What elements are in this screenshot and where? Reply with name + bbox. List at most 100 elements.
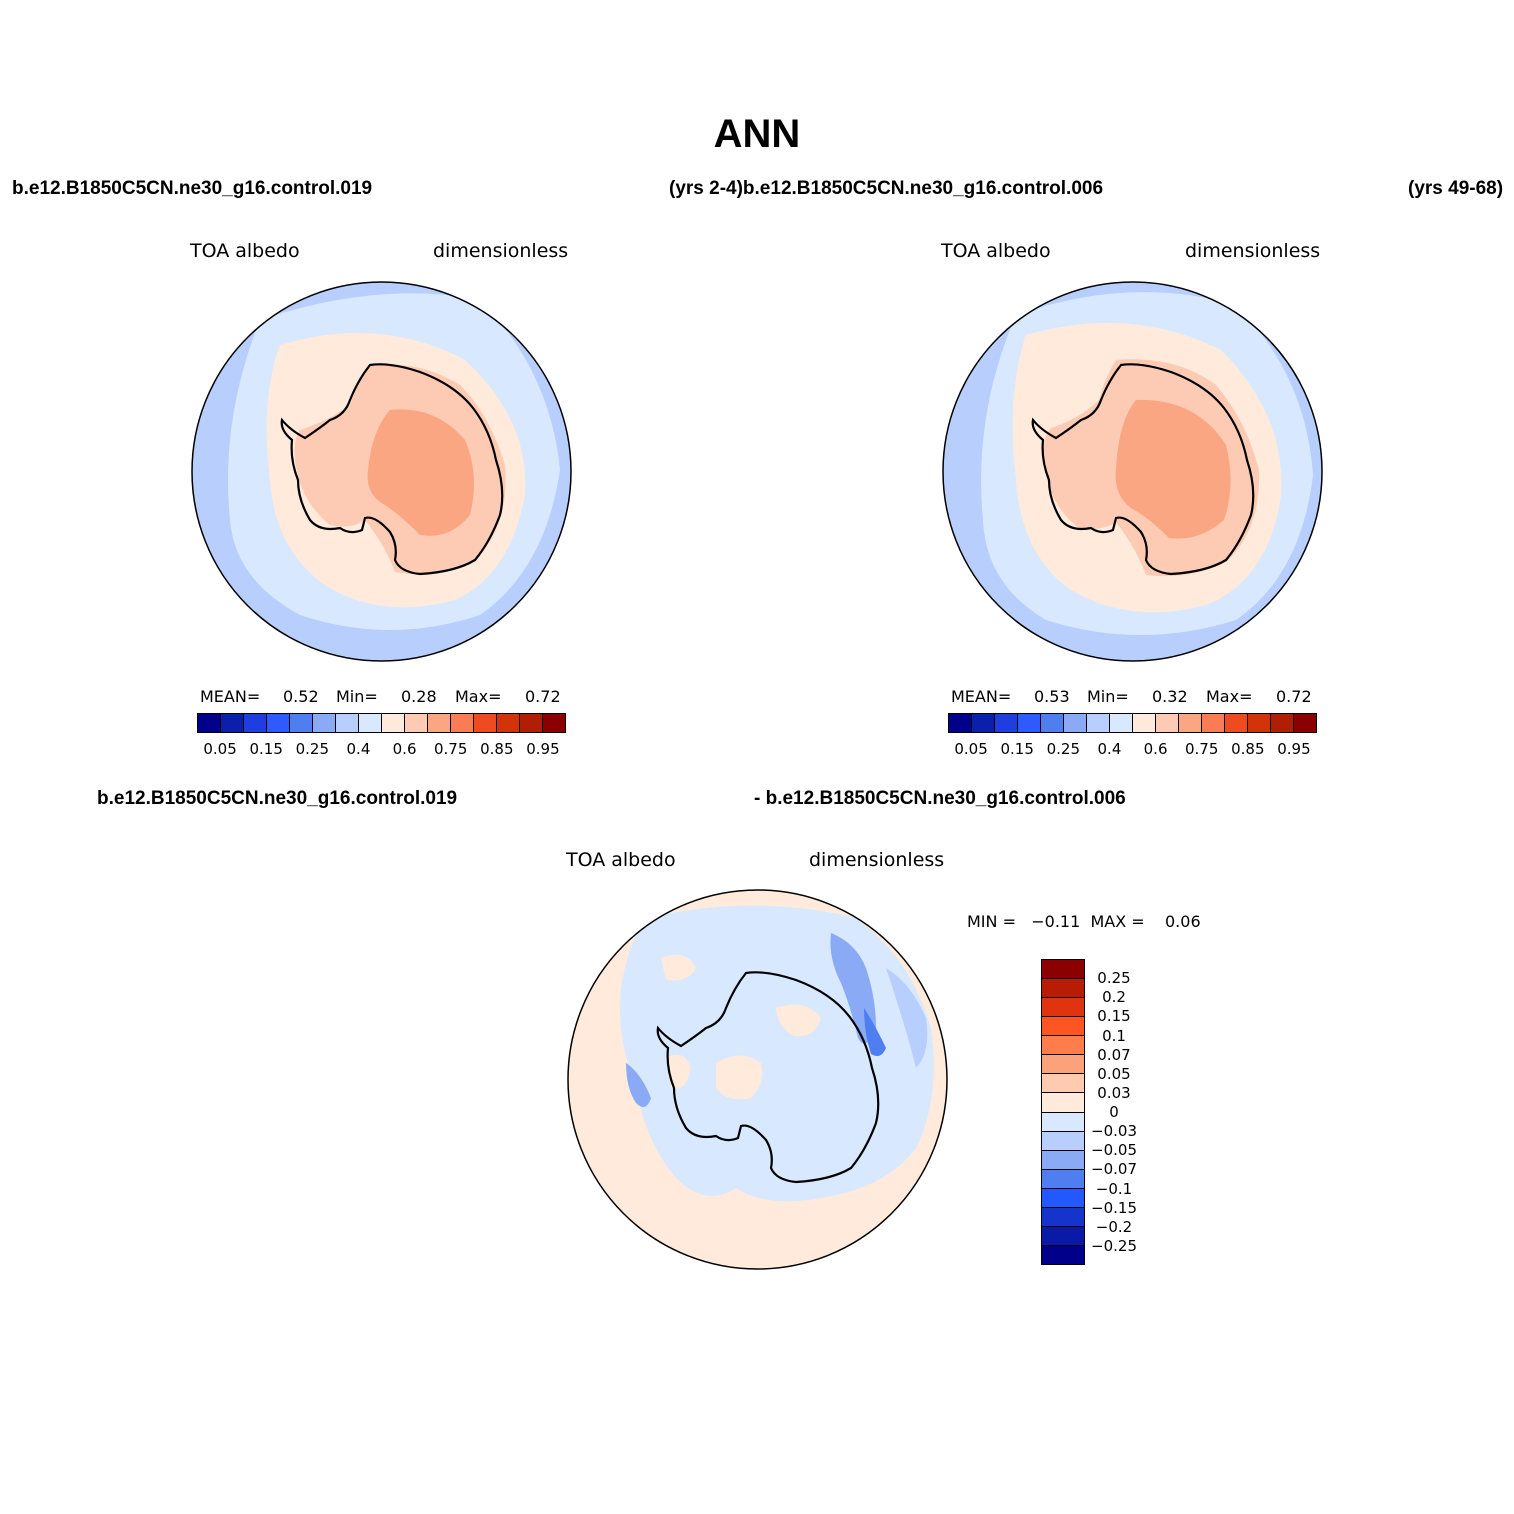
- colorbar-tick-label: −0.25: [1091, 1236, 1137, 1255]
- colorbar-swatch: [267, 714, 290, 732]
- colorbar-tick-label: 0.4: [346, 740, 371, 758]
- top-middle-case-name: (yrs 2-4)b.e12.B1850C5CN.ne30_g16.contro…: [669, 178, 1104, 199]
- colorbar-swatch: [336, 714, 359, 732]
- colorbar-tick-label: 0.6: [1143, 740, 1168, 758]
- panel1-max-label: Max=: [455, 687, 502, 706]
- colorbar-swatch: [1042, 1188, 1084, 1208]
- colorbar-swatch: [1018, 714, 1041, 732]
- colorbar-swatch: [1179, 714, 1202, 732]
- colorbar-swatch: [1042, 1245, 1084, 1264]
- colorbar-tick-label: −0.07: [1091, 1160, 1137, 1179]
- colorbar-swatch: [1202, 714, 1225, 732]
- colorbar-tick-label: 0.95: [1277, 740, 1311, 758]
- colorbar-swatch: [497, 714, 520, 732]
- top-right-case-years: (yrs 49-68): [1408, 178, 1504, 199]
- colorbar-swatch: [1042, 1036, 1084, 1056]
- panel2-variable-label: TOA albedo: [941, 240, 1051, 262]
- colorbar-tick-label: −0.1: [1095, 1179, 1133, 1198]
- colorbar-swatch: [1042, 1017, 1084, 1037]
- colorbar-swatch: [972, 714, 995, 732]
- colorbar-swatch: [1042, 979, 1084, 999]
- panel2-colorbar-ticks: 0.05 0.15 0.25 0.4 0.6 0.75 0.85 0.95: [948, 740, 1317, 760]
- antarctica-coastline: [280, 363, 504, 576]
- map-boundary-circle: [191, 281, 572, 662]
- colorbar-swatch: [1041, 714, 1064, 732]
- panel2-max-label: Max=: [1206, 687, 1253, 706]
- panel3-units-label: dimensionless: [809, 849, 945, 871]
- negative-anomaly-northeast: [886, 968, 928, 1068]
- panel3-min-max-text: MIN = −0.11 MAX = 0.06: [967, 912, 1201, 931]
- colorbar-swatch: [244, 714, 267, 732]
- colorbar-swatch: [1042, 1226, 1084, 1246]
- colorbar-tick-label: 0.15: [249, 740, 283, 758]
- colorbar-tick-label: 0.75: [1184, 740, 1219, 758]
- colorbar-tick-label: 0.15: [1097, 1007, 1131, 1026]
- colorbar-tick-label: −0.03: [1091, 1122, 1137, 1141]
- panel1-min-value: 0.28: [401, 687, 437, 706]
- map-boundary-circle: [942, 281, 1323, 662]
- colorbar-tick-label: 0.95: [526, 740, 560, 758]
- colorbar-swatch: [313, 714, 336, 732]
- colorbar-tick-label: 0.25: [1046, 740, 1081, 758]
- colorbar-tick-label: 0.05: [203, 740, 237, 758]
- colorbar-swatch: [198, 714, 221, 732]
- colorbar-swatch: [451, 714, 474, 732]
- map-boundary-circle: [567, 889, 948, 1270]
- panel1-mean-label: MEAN=: [200, 687, 261, 706]
- panel2-min-value: 0.32: [1152, 687, 1188, 706]
- colorbar-swatch: [995, 714, 1018, 732]
- cream-patch-north: [661, 954, 696, 981]
- colorbar-tick-label: 0.85: [1231, 740, 1265, 758]
- cream-patch-interior-2: [776, 1004, 821, 1037]
- colorbar-swatch: [382, 714, 405, 732]
- colorbar-swatch: [1042, 1131, 1084, 1151]
- colorbar-tick-label: 0.6: [392, 740, 417, 758]
- colorbar-swatch: [290, 714, 313, 732]
- colorbar-tick-label: 0.15: [1000, 740, 1034, 758]
- panel1-polar-map: [191, 281, 572, 662]
- panel1-colorbar: [197, 713, 566, 733]
- cream-patch-interior: [716, 1055, 763, 1100]
- panel2-min-label: Min=: [1087, 687, 1129, 706]
- colorbar-tick-label: 0.25: [295, 740, 330, 758]
- difference-colorbar-ticks: 0.25 0.2 0.15 0.1 0.07 0.05 0.03 0 −0.03 −0.05 −0.…: [1084, 959, 1144, 1265]
- panel1-min-label: Min=: [336, 687, 378, 706]
- colorbar-swatch: [1042, 1093, 1084, 1113]
- panel1-mean-value: 0.52: [283, 687, 319, 706]
- colorbar-swatch: [1064, 714, 1087, 732]
- colorbar-swatch: [520, 714, 543, 732]
- panel1-max-value: 0.72: [525, 687, 561, 706]
- colorbar-tick-label: 0.25: [1097, 969, 1131, 988]
- colorbar-swatch: [1042, 1150, 1084, 1170]
- panel2-units-label: dimensionless: [1185, 240, 1321, 262]
- colorbar-swatch: [1133, 714, 1156, 732]
- panel2-max-value: 0.72: [1276, 687, 1312, 706]
- colorbar-swatch: [221, 714, 244, 732]
- colorbar-swatch: [1271, 714, 1294, 732]
- colorbar-swatch: [359, 714, 382, 732]
- colorbar-tick-label: 0: [1109, 1103, 1119, 1121]
- colorbar-tick-label: −0.2: [1095, 1217, 1133, 1236]
- difference-colorbar: [1041, 959, 1085, 1265]
- antarctica-coastline: [1031, 363, 1255, 576]
- colorbar-swatch: [1042, 1169, 1084, 1189]
- colorbar-tick-label: −0.15: [1091, 1198, 1137, 1217]
- colorbar-swatch: [1156, 714, 1179, 732]
- colorbar-swatch: [1248, 714, 1271, 732]
- colorbar-swatch: [1042, 1055, 1084, 1075]
- colorbar-tick-label: 0.1: [1102, 1026, 1126, 1045]
- colorbar-swatch: [1042, 960, 1084, 980]
- panel2-mean-value: 0.53: [1034, 687, 1070, 706]
- colorbar-swatch: [474, 714, 497, 732]
- colorbar-tick-label: 0.03: [1097, 1083, 1131, 1102]
- colorbar-swatch: [1294, 714, 1316, 732]
- panel2-mean-label: MEAN=: [951, 687, 1012, 706]
- salmon-interior: [1115, 399, 1231, 539]
- colorbar-swatch: [1042, 1074, 1084, 1094]
- colorbar-tick-label: 0.2: [1102, 988, 1126, 1007]
- diff-case-left: b.e12.B1850C5CN.ne30_g16.control.019: [97, 788, 458, 809]
- colorbar-swatch: [1087, 714, 1110, 732]
- colorbar-tick-label: 0.05: [954, 740, 988, 758]
- colorbar-swatch: [1225, 714, 1248, 732]
- salmon-interior: [367, 409, 474, 536]
